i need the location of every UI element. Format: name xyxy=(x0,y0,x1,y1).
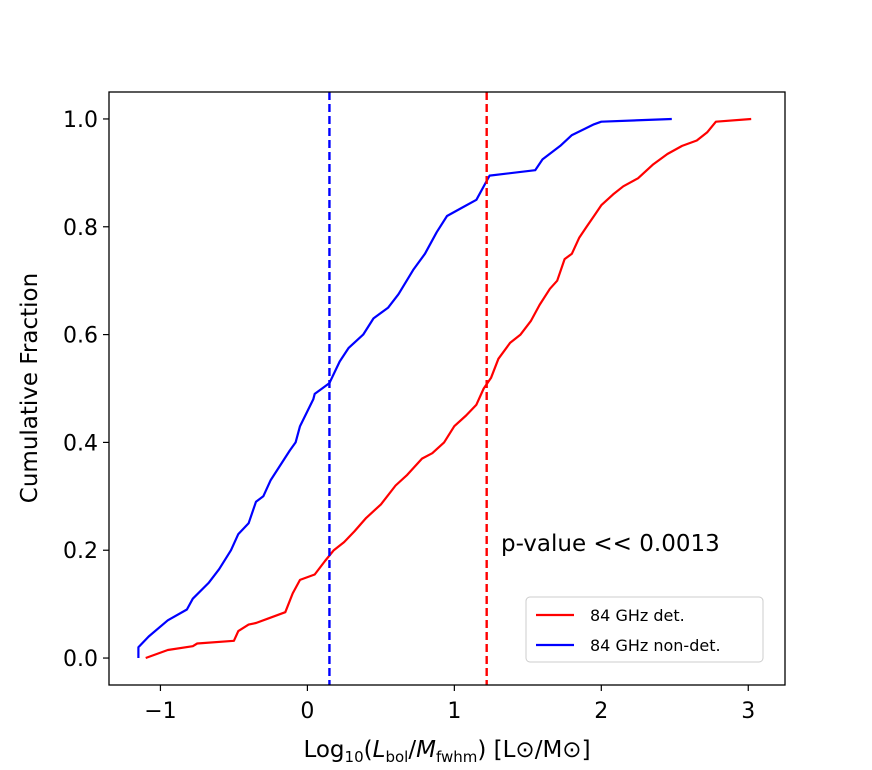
y-tick-label: 0.8 xyxy=(63,216,98,241)
x-axis: −1 0 1 2 3 xyxy=(144,685,755,724)
x-tick-label: 2 xyxy=(594,699,608,724)
x-tick-label: −1 xyxy=(144,699,176,724)
series-line-non-det xyxy=(137,117,672,658)
y-tick-label: 0.0 xyxy=(63,647,98,672)
series-line-det xyxy=(145,117,752,660)
y-axis: 0.0 0.2 0.4 0.6 0.8 1.0 xyxy=(63,108,109,672)
y-tick-label: 0.2 xyxy=(63,539,98,564)
y-axis-label: Cumulative Fraction xyxy=(17,273,43,503)
plot-frame xyxy=(108,91,786,686)
legend: 84 GHz det. 84 GHz non-det. xyxy=(525,596,764,663)
x-tick-label: 3 xyxy=(741,699,755,724)
y-tick-label: 1.0 xyxy=(63,108,98,133)
legend-label-det: 84 GHz det. xyxy=(590,606,685,625)
legend-frame xyxy=(525,596,764,663)
x-axis-label: Log10(Lbol/Mfwhm) [L⊙/M⊙] xyxy=(303,737,590,766)
x-tick-label: 1 xyxy=(447,699,461,724)
x-tick-label: 0 xyxy=(300,699,314,724)
plot-marks xyxy=(137,92,752,685)
p-value-annotation: p-value << 0.0013 xyxy=(501,531,720,557)
legend-label-non-det: 84 GHz non-det. xyxy=(590,636,721,655)
y-tick-label: 0.4 xyxy=(63,431,98,456)
y-tick-label: 0.6 xyxy=(63,324,98,349)
